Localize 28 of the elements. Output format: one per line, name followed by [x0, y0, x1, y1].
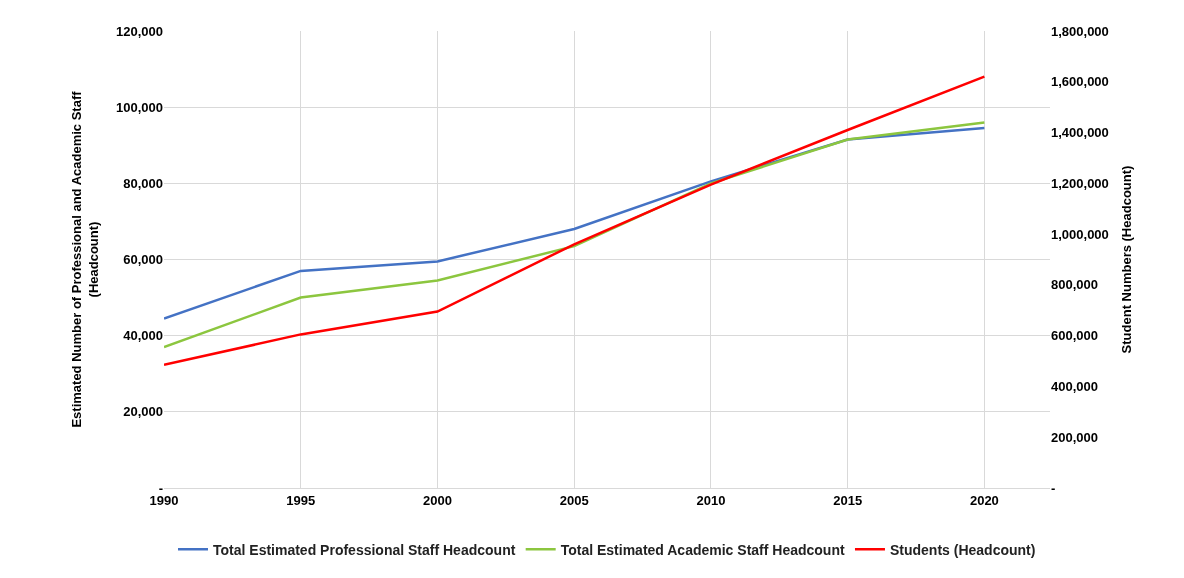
y2-tick-label: 800,000	[1051, 277, 1098, 293]
y-tick-label: 120,000	[116, 23, 163, 39]
y-tick-label: 20,000	[123, 404, 163, 420]
x-tick-label: 2005	[559, 492, 589, 508]
y-tick-label: 80,000	[123, 175, 163, 191]
x-tick-label: 1995	[286, 492, 316, 508]
y-tick-label: 100,000	[116, 99, 163, 115]
legend-label: Total Estimated Professional Staff Headcount	[213, 541, 516, 558]
x-tick-label: 2000	[423, 492, 452, 508]
legend-label: Total Estimated Academic Staff Headcount	[560, 541, 845, 558]
x-tick-label: 2020	[969, 492, 999, 508]
y2-axis-title: Student Numbers (Headcount)	[1119, 165, 1135, 354]
y2-tick-label: 1,600,000	[1051, 74, 1109, 90]
y2-tick-label: 1,400,000	[1051, 125, 1109, 141]
y-tick-label: 40,000	[123, 328, 163, 344]
y-tick-label: 60,000	[123, 252, 163, 268]
legend-label: Students (Headcount)	[889, 541, 1036, 558]
x-tick-label: 2010	[696, 492, 726, 508]
y2-tick-label: 1,200,000	[1051, 175, 1109, 191]
y-axis-title: Estimated Number of Professional and Academic Staff (Headcount)	[69, 90, 101, 428]
y2-tick-label: 1,000,000	[1051, 226, 1109, 242]
y2-tick-label: 400,000	[1051, 378, 1098, 394]
line-series	[164, 75, 986, 367]
y2-tick-label: -	[1051, 480, 1056, 496]
x-tick-label: 2015	[833, 492, 863, 508]
y2-tick-label: 200,000	[1051, 429, 1098, 445]
y2-tick-label: 600,000	[1051, 328, 1098, 344]
y2-tick-label: 1,800,000	[1051, 23, 1109, 39]
